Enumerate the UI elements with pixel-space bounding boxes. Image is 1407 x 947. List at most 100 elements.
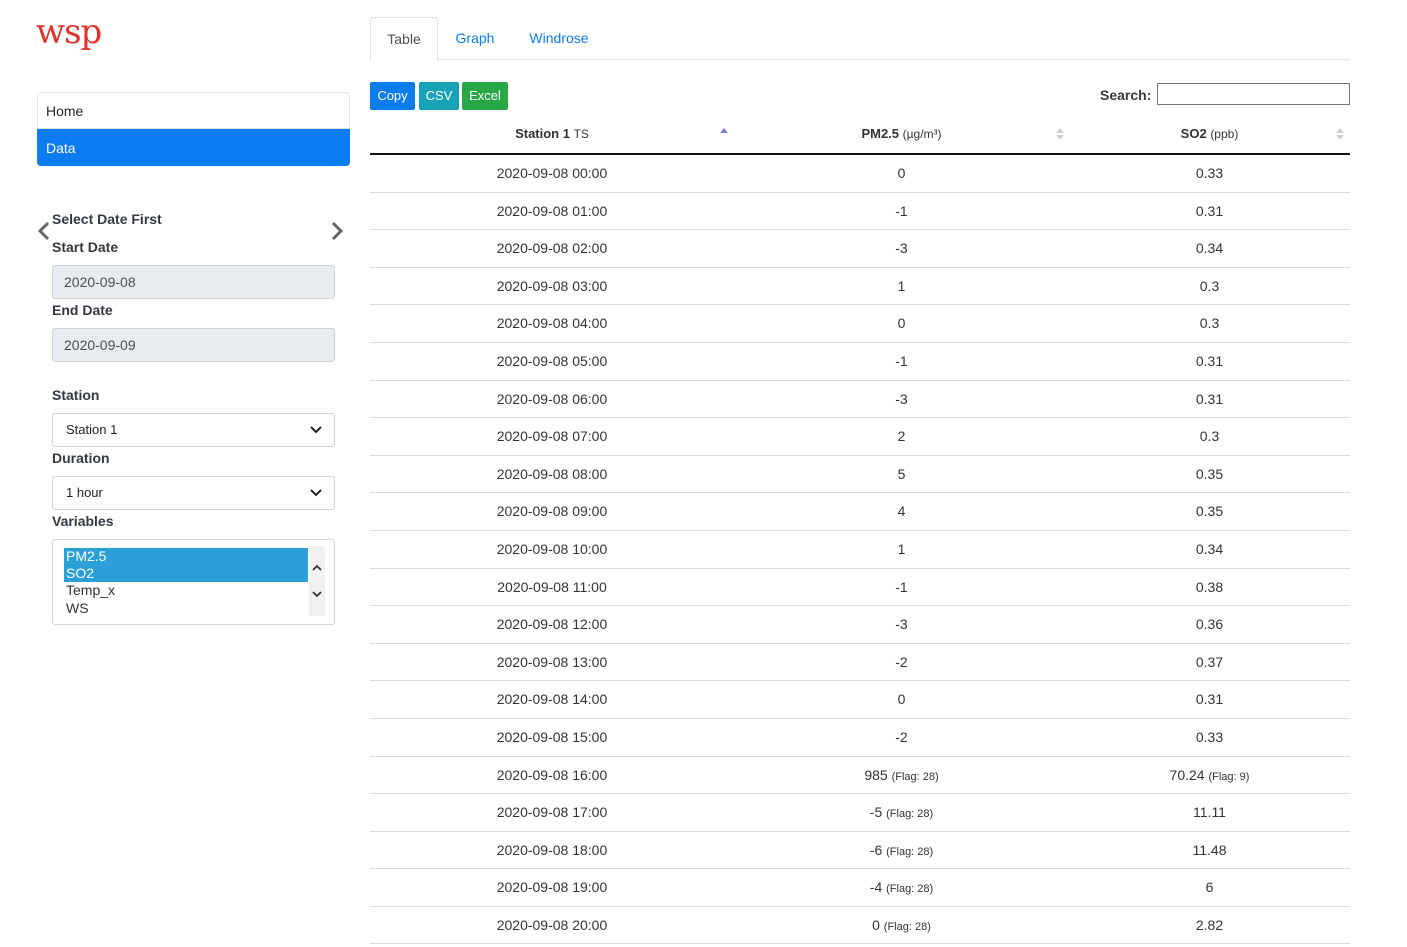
- sidebar-item-data[interactable]: Data: [37, 129, 350, 166]
- cell-pm25: -1: [895, 352, 908, 369]
- cell-timestamp: 2020-09-08 13:00: [496, 653, 608, 670]
- chevron-right-icon[interactable]: [329, 221, 345, 241]
- column-header-pm25-main: PM2.5: [861, 126, 900, 141]
- chevron-down-icon: [310, 426, 322, 434]
- cell-pm25: -2: [895, 728, 908, 745]
- cell-so2: 0.3: [1199, 315, 1220, 332]
- column-header-so2[interactable]: SO2 (ppb): [1069, 115, 1350, 153]
- cell-so2: 0.31: [1195, 691, 1224, 708]
- cell-timestamp: 2020-09-08 20:00: [496, 916, 608, 933]
- pm25-flag: (Flag: 28): [883, 920, 931, 933]
- csv-button[interactable]: CSV: [419, 82, 459, 110]
- table-row: 2020-09-08 20:00 0 (Flag: 28) 2.82: [370, 907, 1350, 945]
- scroll-up-icon[interactable]: [311, 562, 323, 574]
- table-body: 2020-09-08 00:00 0 0.33 2020-09-08 01:00 -…: [370, 155, 1350, 945]
- cell-timestamp: 2020-09-08 08:00: [496, 465, 608, 482]
- cell-timestamp: 2020-09-08 09:00: [496, 503, 608, 520]
- sidebar-nav: Home Data: [37, 92, 350, 166]
- variable-option-pm25[interactable]: PM2.5: [64, 548, 308, 565]
- so2-flag: (Flag: 9): [1208, 770, 1250, 783]
- cell-timestamp: 2020-09-08 06:00: [496, 390, 608, 407]
- cell-timestamp: 2020-09-08 14:00: [496, 691, 608, 708]
- cell-pm25: -3: [895, 616, 908, 633]
- variable-option-so2[interactable]: SO2: [64, 565, 308, 582]
- cell-so2: 0.33: [1195, 728, 1224, 745]
- cell-pm25: -3: [895, 240, 908, 257]
- cell-pm25: 5: [897, 465, 906, 482]
- tab-graph[interactable]: Graph: [455, 30, 495, 46]
- variable-option-ws[interactable]: WS: [66, 600, 89, 616]
- cell-timestamp: 2020-09-08 03:00: [496, 277, 608, 294]
- end-date-field[interactable]: 2020-09-09: [52, 328, 335, 362]
- wsp-logo: wsp: [36, 14, 126, 50]
- start-date-field[interactable]: 2020-09-08: [52, 265, 335, 299]
- table-row: 2020-09-08 05:00 -1 0.31: [370, 343, 1350, 381]
- cell-timestamp: 2020-09-08 16:00: [496, 766, 608, 783]
- cell-so2: 0.31: [1195, 390, 1224, 407]
- column-header-ts[interactable]: Station 1 TS: [370, 115, 734, 153]
- cell-pm25: 0: [897, 691, 906, 708]
- pm25-flag: (Flag: 28): [891, 770, 939, 783]
- search-input[interactable]: [1157, 83, 1350, 105]
- duration-select-value: 1 hour: [66, 485, 103, 500]
- start-date-label: Start Date: [52, 239, 119, 255]
- sidebar-item-home[interactable]: Home: [37, 92, 350, 129]
- end-date-label: End Date: [52, 302, 113, 318]
- table-row: 2020-09-08 11:00 -1 0.38: [370, 569, 1350, 607]
- cell-so2: 0.38: [1195, 578, 1224, 595]
- copy-button[interactable]: Copy: [370, 82, 415, 110]
- cell-pm25: 4: [897, 503, 906, 520]
- station-select[interactable]: Station 1: [52, 413, 335, 447]
- column-header-so2-unit: (ppb): [1210, 127, 1239, 141]
- cell-so2: 0.36: [1195, 616, 1224, 633]
- station-select-value: Station 1: [66, 422, 118, 437]
- cell-so2: 0.31: [1195, 352, 1224, 369]
- column-header-so2-main: SO2: [1180, 126, 1207, 141]
- cell-pm25: -3: [895, 390, 908, 407]
- excel-button[interactable]: Excel: [462, 82, 508, 110]
- cell-timestamp: 2020-09-08 18:00: [496, 841, 608, 858]
- cell-timestamp: 2020-09-08 17:00: [496, 804, 608, 821]
- logo-text: wsp: [36, 12, 102, 52]
- cell-so2: 0.34: [1195, 540, 1224, 557]
- cell-so2: 0.3: [1199, 277, 1220, 294]
- sort-both-icon: [1056, 128, 1064, 140]
- cell-timestamp: 2020-09-08 15:00: [496, 728, 608, 745]
- cell-so2: 11.11: [1193, 804, 1226, 821]
- cell-timestamp: 2020-09-08 02:00: [496, 240, 608, 257]
- cell-timestamp: 2020-09-08 00:00: [496, 165, 608, 181]
- chevron-down-icon: [310, 489, 322, 497]
- table-row: 2020-09-08 04:00 0 0.3: [370, 305, 1350, 343]
- cell-so2: 0.35: [1195, 465, 1224, 482]
- table-row: 2020-09-08 19:00 -4 (Flag: 28) 6: [370, 869, 1350, 907]
- variables-multiselect[interactable]: PM2.5 SO2 Temp_x WS: [52, 539, 335, 625]
- cell-so2: 2.82: [1195, 916, 1224, 933]
- cell-timestamp: 2020-09-08 10:00: [496, 540, 608, 557]
- pm25-flag: (Flag: 28): [886, 883, 934, 896]
- cell-so2: 0.33: [1195, 165, 1224, 181]
- cell-pm25: 985 (Flag: 28): [864, 766, 939, 783]
- chevron-left-icon[interactable]: [36, 221, 52, 241]
- table-row: 2020-09-08 07:00 2 0.3: [370, 418, 1350, 456]
- table-row: 2020-09-08 18:00 -6 (Flag: 28) 11.48: [370, 832, 1350, 870]
- duration-select[interactable]: 1 hour: [52, 476, 335, 510]
- cell-so2: 11.48: [1192, 841, 1227, 858]
- variables-scrollbar[interactable]: [309, 546, 325, 616]
- cell-so2: 0.37: [1195, 653, 1224, 670]
- tab-table[interactable]: Table: [370, 17, 438, 61]
- variable-option-temp[interactable]: Temp_x: [66, 582, 116, 598]
- cell-so2: 70.24 (Flag: 9): [1169, 766, 1250, 783]
- cell-so2: 0.3: [1199, 428, 1220, 445]
- scroll-down-icon[interactable]: [311, 588, 323, 600]
- column-header-pm25[interactable]: PM2.5 (µg/m³): [734, 115, 1069, 153]
- table-row: 2020-09-08 10:00 1 0.34: [370, 531, 1350, 569]
- cell-pm25: -6 (Flag: 28): [869, 841, 934, 858]
- cell-so2: 0.35: [1195, 503, 1224, 520]
- cell-pm25: -5 (Flag: 28): [869, 804, 934, 821]
- cell-pm25: 0: [897, 165, 906, 181]
- tab-windrose[interactable]: Windrose: [529, 30, 589, 46]
- table-row: 2020-09-08 09:00 4 0.35: [370, 493, 1350, 531]
- select-date-label: Select Date First: [52, 211, 162, 227]
- table-row: 2020-09-08 14:00 0 0.31: [370, 681, 1350, 719]
- table-row: 2020-09-08 02:00 -3 0.34: [370, 230, 1350, 268]
